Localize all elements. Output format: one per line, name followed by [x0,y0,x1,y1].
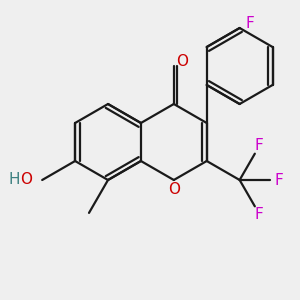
Text: O: O [176,55,188,70]
Text: F: F [275,172,284,188]
Text: F: F [245,16,254,32]
Text: O: O [168,182,180,197]
Text: F: F [255,207,264,222]
Text: O: O [20,172,32,187]
Text: F: F [255,138,264,153]
Text: H: H [9,172,20,187]
